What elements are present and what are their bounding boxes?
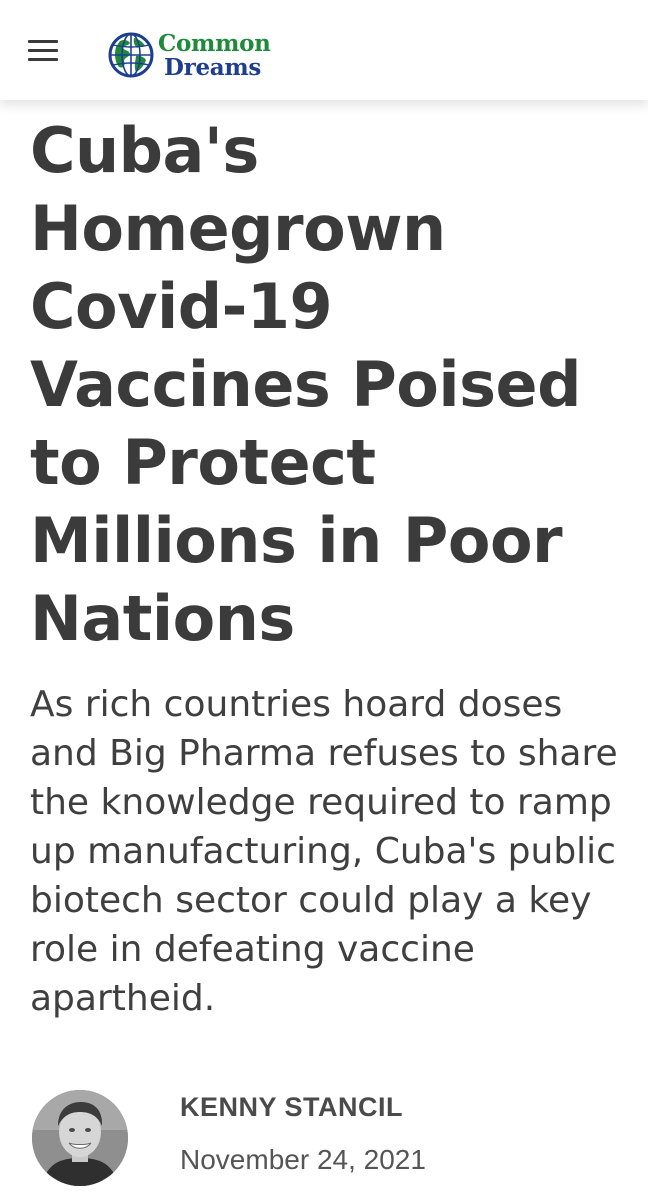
author-avatar[interactable] <box>32 1090 128 1186</box>
author-byline: KENNY STANCIL November 24, 2021 <box>32 1088 632 1188</box>
author-name[interactable]: KENNY STANCIL <box>180 1092 404 1122</box>
menu-bar <box>28 49 58 52</box>
publish-date: November 24, 2021 <box>180 1144 426 1175</box>
menu-bar <box>28 58 58 61</box>
article-summary: As rich countries hoard doses and Big Ph… <box>30 684 618 1019</box>
hamburger-menu-icon[interactable] <box>28 40 58 64</box>
globe-icon <box>108 32 154 78</box>
site-header: Common Dreams <box>0 0 648 100</box>
article-headline: Cuba's Homegrown Covid-19 Vaccines Poise… <box>30 114 581 655</box>
menu-bar <box>28 40 58 43</box>
logo-text-common: Common <box>158 30 271 57</box>
author-photo <box>32 1090 128 1186</box>
logo-text-dreams: Dreams <box>164 54 262 81</box>
